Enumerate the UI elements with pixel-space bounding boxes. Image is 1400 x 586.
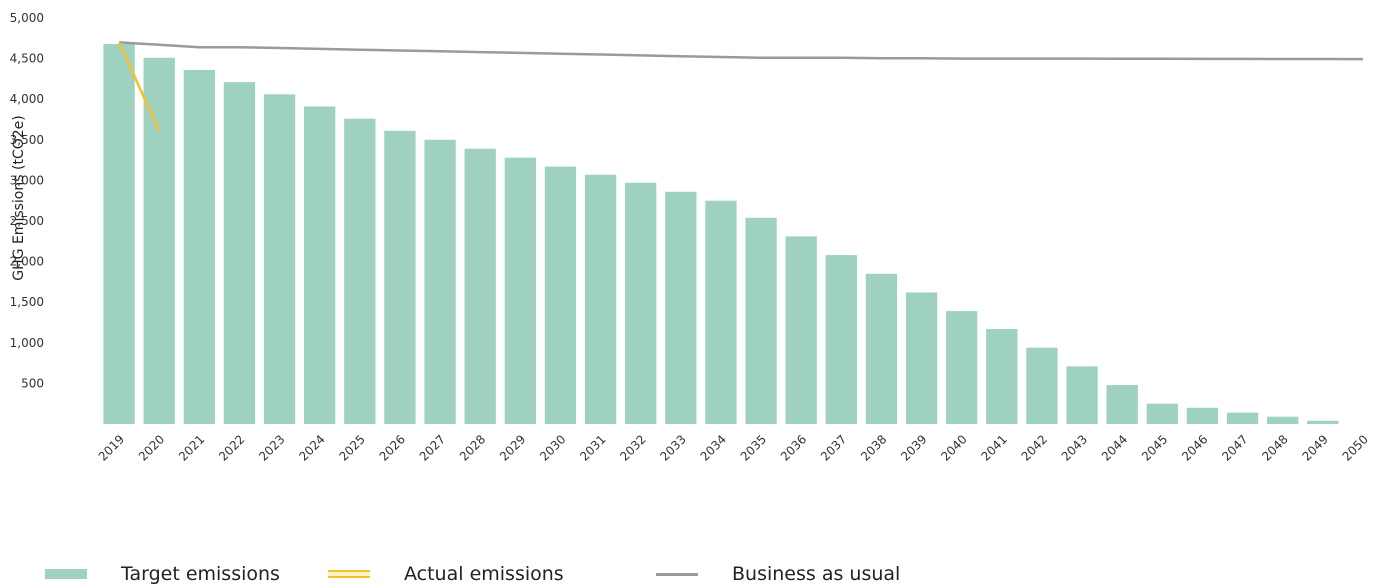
bar-2030 xyxy=(544,166,577,424)
x-tick-label: 2045 xyxy=(1139,432,1170,463)
bar-2022 xyxy=(223,82,256,424)
bar-2039 xyxy=(905,292,938,424)
x-tick-label: 2026 xyxy=(377,432,408,463)
legend-item-target: Target emissions xyxy=(45,562,280,586)
bar-2026 xyxy=(384,130,416,425)
legend-swatch-bau xyxy=(656,572,698,576)
bar-2048 xyxy=(1267,416,1299,424)
bar-2033 xyxy=(665,191,697,424)
actual-emissions-line xyxy=(117,41,161,132)
bar-2038 xyxy=(865,273,898,424)
bar-2040 xyxy=(946,311,978,424)
x-tick-label: 2032 xyxy=(617,432,648,463)
x-tick-label: 2019 xyxy=(96,432,127,463)
legend-label-target: Target emissions xyxy=(121,563,280,585)
legend-swatch-actual xyxy=(328,570,370,578)
x-tick-label: 2027 xyxy=(417,432,448,463)
x-tick-label: 2040 xyxy=(938,432,969,463)
x-tick-label: 2031 xyxy=(577,432,608,463)
x-tick-label: 2036 xyxy=(778,432,809,463)
x-axis-ticks: 2019 2020 2021 2022 2023 2024 2025 2026 2027 2028… xyxy=(96,432,1371,463)
y-tick-label: 2,500 xyxy=(10,214,44,228)
x-tick-label: 2048 xyxy=(1259,432,1290,463)
x-tick-label: 2034 xyxy=(698,432,729,463)
x-tick-label: 2042 xyxy=(1019,432,1050,463)
series-lines xyxy=(117,41,1363,132)
x-tick-label: 2023 xyxy=(256,432,287,463)
target-emissions-bars xyxy=(103,43,1339,425)
bar-2029 xyxy=(504,157,536,424)
bar-2031 xyxy=(584,174,617,424)
x-tick-label: 2037 xyxy=(818,432,849,463)
x-tick-label: 2020 xyxy=(136,432,167,463)
x-tick-label: 2038 xyxy=(858,432,889,463)
x-tick-label: 2024 xyxy=(296,432,327,463)
y-tick-label: 4,500 xyxy=(10,52,44,66)
bar-2036 xyxy=(785,236,817,424)
y-tick-label: 5,000 xyxy=(10,11,44,25)
y-tick-label: 2,000 xyxy=(10,255,44,269)
bar-2041 xyxy=(986,328,1018,424)
emissions-chart: 500 1,000 1,500 2,000 2,500 3,000 3,500 4,000 4,… xyxy=(10,11,1371,464)
bar-2032 xyxy=(625,182,657,424)
x-tick-label: 2028 xyxy=(457,432,488,463)
x-tick-label: 2047 xyxy=(1219,432,1250,463)
y-tick-label: 500 xyxy=(21,376,44,390)
bar-2020 xyxy=(143,57,175,425)
x-tick-label: 2044 xyxy=(1099,432,1130,463)
business-as-usual-line xyxy=(119,41,1363,61)
x-tick-label: 2050 xyxy=(1340,432,1371,463)
x-tick-label: 2022 xyxy=(216,432,247,463)
legend-label-bau: Business as usual xyxy=(732,563,901,585)
legend-label-actual: Actual emissions xyxy=(404,563,564,585)
legend-swatch-target xyxy=(45,569,87,579)
bar-2023 xyxy=(263,94,296,424)
x-tick-label: 2043 xyxy=(1059,432,1090,463)
bar-2035 xyxy=(745,217,777,424)
bar-2042 xyxy=(1026,347,1058,424)
y-tick-label: 3,000 xyxy=(10,173,44,187)
x-tick-label: 2021 xyxy=(176,432,207,463)
x-tick-label: 2025 xyxy=(336,432,367,463)
bar-2049 xyxy=(1307,420,1339,424)
x-tick-label: 2029 xyxy=(497,432,528,463)
bar-2046 xyxy=(1186,407,1219,424)
bar-2045 xyxy=(1146,403,1178,424)
y-axis-label: GHG Emissions (tCO2e) xyxy=(11,115,27,280)
x-tick-label: 2033 xyxy=(657,432,688,463)
bar-2044 xyxy=(1106,385,1138,424)
bar-2027 xyxy=(424,139,456,425)
x-tick-label: 2046 xyxy=(1179,432,1210,463)
y-tick-label: 3,500 xyxy=(10,133,44,147)
bar-2019 xyxy=(103,43,135,424)
x-tick-label: 2035 xyxy=(738,432,769,463)
bar-2034 xyxy=(705,200,737,424)
y-tick-label: 1,500 xyxy=(10,295,44,309)
y-tick-label: 1,000 xyxy=(10,336,44,350)
y-axis-ticks: 500 1,000 1,500 2,000 2,500 3,000 3,500 4,000 4,… xyxy=(10,11,44,390)
bar-2025 xyxy=(344,118,376,425)
bar-2047 xyxy=(1226,412,1259,424)
legend-item-bau: Business as usual xyxy=(656,562,900,586)
x-tick-label: 2041 xyxy=(978,432,1009,463)
x-tick-label: 2039 xyxy=(898,432,929,463)
x-tick-label: 2030 xyxy=(537,432,568,463)
x-tick-label: 2049 xyxy=(1299,432,1330,463)
y-tick-label: 4,000 xyxy=(10,92,44,106)
legend-item-actual: Actual emissions xyxy=(328,562,564,586)
bar-2028 xyxy=(464,148,496,424)
legend: Target emissions Actual emissions Busine… xyxy=(0,562,1400,586)
bar-2043 xyxy=(1066,366,1098,424)
bar-2024 xyxy=(304,106,336,425)
bar-2021 xyxy=(183,69,215,424)
bar-2037 xyxy=(825,255,857,424)
